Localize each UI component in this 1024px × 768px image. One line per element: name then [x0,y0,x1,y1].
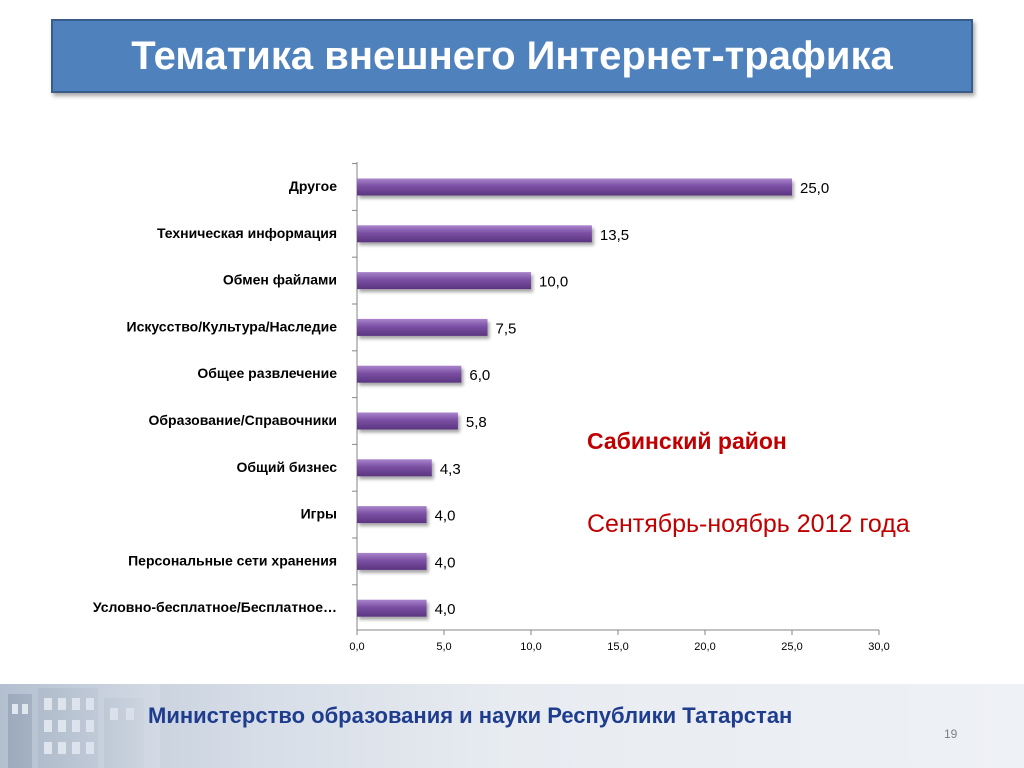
value-label: 25,0 [800,180,829,197]
category-label: Техническая информация [157,225,337,241]
x-tick-label: 15,0 [607,641,628,653]
value-label: 10,0 [539,274,568,291]
category-label: Образование/Справочники [149,412,338,428]
category-label: Условно-бесплатное/Бесплатное… [93,599,337,615]
bar [357,318,488,336]
category-label: Обмен файлами [223,272,337,288]
category-label: Персональные сети хранения [128,552,337,568]
category-label: Искусство/Культура/Наследие [127,318,338,334]
footer-banner: Министерство образования и науки Республ… [0,684,1024,768]
x-tick-label: 20,0 [694,641,715,653]
page-number: 19 [944,727,958,741]
value-label: 4,0 [435,508,456,525]
value-label: 4,0 [435,601,456,618]
bar [357,178,792,196]
value-label: 4,0 [435,554,456,571]
x-tick-label: 5,0 [436,641,451,653]
value-label: 13,5 [600,227,629,244]
bar [357,506,427,524]
category-label: Общее развлечение [197,365,337,381]
slide-title: Тематика внешнего Интернет-трафика [131,33,893,78]
value-label: 5,8 [466,414,487,431]
bar [357,599,427,617]
bar [357,412,458,430]
title-box: Тематика внешнего Интернет-трафика [51,19,973,93]
x-tick-label: 30,0 [868,641,889,653]
category-label: Общий бизнес [236,459,337,475]
x-tick-label: 0,0 [349,641,364,653]
value-label: 4,3 [440,461,461,478]
category-label: Игры [301,506,337,522]
building-photo-icon [0,684,160,768]
value-label: 6,0 [469,367,490,384]
bar [357,459,432,477]
bar [357,225,592,243]
bar [357,365,462,383]
value-label: 7,5 [496,320,517,337]
bar [357,552,427,570]
bar-chart: 0,0 5,0 10,0 15,0 20,0 25,0 30,0 Другое 25,0 Техн… [93,162,890,653]
bar [357,272,531,290]
region-note: Сабинский район [587,428,787,454]
period-note: Сентябрь-ноябрь 2012 года [587,510,910,538]
category-label: Другое [289,178,337,194]
ministry-footer-text: Министерство образования и науки Республ… [148,703,793,728]
x-tick-label: 25,0 [781,641,802,653]
x-tick-label: 10,0 [520,641,541,653]
